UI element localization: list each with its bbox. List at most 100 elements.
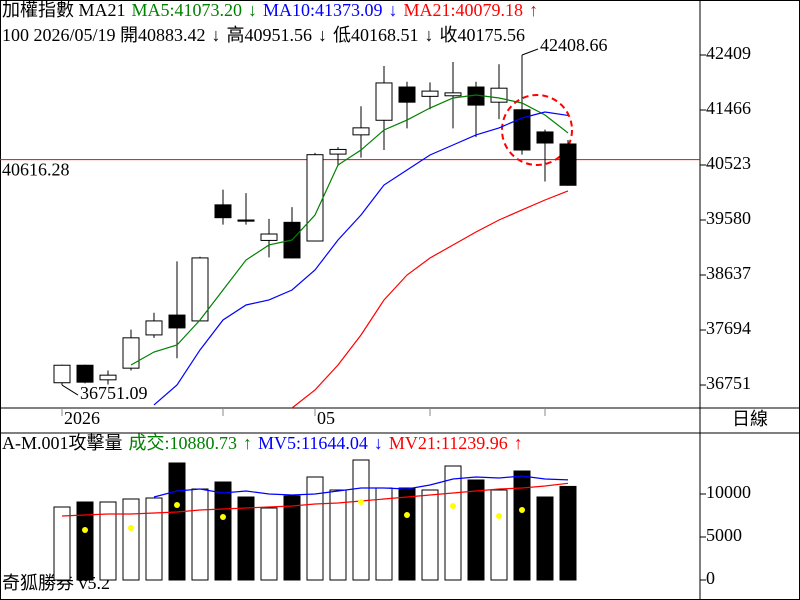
y-tick-label: 38637 — [706, 263, 751, 283]
candle-body — [421, 90, 439, 97]
header-item: ↓ — [212, 25, 221, 45]
volume-bar — [122, 498, 140, 581]
panel-label: 日線 — [732, 409, 768, 429]
candle-body — [490, 87, 508, 103]
volume-bar — [490, 489, 508, 581]
header-item: MA10:41373.09 — [263, 0, 383, 20]
volume-bar — [398, 487, 416, 581]
y-tick-label: 41466 — [706, 98, 751, 118]
x-tick-label: 2026 — [64, 408, 100, 428]
candle-body — [260, 233, 278, 241]
annotation: 42408.66 — [540, 35, 608, 55]
indicator-dot — [174, 501, 180, 508]
volume-bar — [444, 465, 462, 581]
header-item: MV21:11239.96 — [389, 433, 508, 453]
volume-bar — [559, 485, 577, 581]
y-tick-label: 37694 — [706, 318, 751, 338]
candle-body — [214, 204, 232, 219]
header-item: ↑ — [243, 433, 252, 453]
y-tick-label: 40523 — [706, 153, 751, 173]
header-item: ↓ — [425, 25, 434, 45]
header-item: ↓ — [318, 25, 327, 45]
volume-bar — [306, 476, 324, 581]
y-tick-label: 0 — [706, 568, 715, 588]
candle-body — [99, 374, 117, 381]
volume-bar — [145, 497, 163, 581]
ma-line — [153, 475, 569, 498]
header-item: ↓ — [248, 0, 257, 20]
header-item: ↓ — [389, 0, 398, 20]
highlight-circle — [501, 94, 573, 166]
indicator-dot — [220, 513, 226, 520]
volume-bar — [283, 495, 301, 581]
candle-body — [237, 219, 255, 222]
header: A-M.001攻擊量 成交:10880.73 ↑ MV5:11644.04 ↓ MV21:… — [2, 433, 523, 453]
volume-bar — [421, 489, 439, 581]
candle-body — [191, 257, 209, 322]
indicator-dot — [496, 512, 502, 519]
candle-body — [398, 86, 416, 103]
indicator-dot — [128, 524, 134, 531]
header-item: 高40951.56 — [227, 25, 313, 45]
ma-line — [130, 94, 569, 366]
volume-bar — [168, 462, 186, 581]
volume-bar — [513, 470, 531, 581]
volume-bar — [99, 501, 117, 581]
candle-body — [513, 109, 531, 151]
ma-line — [291, 190, 569, 409]
candle-body — [444, 92, 462, 97]
ma-line — [61, 482, 569, 517]
header-item: ↑ — [529, 0, 538, 20]
candle-body — [306, 154, 324, 242]
volume-bar — [352, 459, 370, 581]
indicator-dot — [404, 512, 410, 519]
header-item: MA21:40079.18 — [404, 0, 524, 20]
volume-bar — [191, 488, 209, 581]
indicator-dot — [358, 498, 364, 505]
header-item: 成交:10880.73 — [129, 433, 238, 453]
annotation: 36751.09 — [80, 383, 148, 403]
header-title: A-M.001攻擊量 — [2, 433, 123, 453]
volume-bar — [237, 496, 255, 581]
volume-bar — [467, 479, 485, 581]
annotation-leader — [521, 48, 539, 56]
ma-line — [153, 111, 569, 406]
y-tick-label: 5000 — [706, 525, 742, 545]
y-tick-label: 42409 — [706, 43, 751, 63]
volume-bar — [375, 487, 393, 581]
y-tick-label: 39580 — [706, 208, 751, 228]
volume-bar — [329, 489, 347, 581]
volume-bar — [76, 501, 94, 581]
annotation-leader — [61, 384, 79, 396]
candle-body — [352, 127, 370, 136]
header-item: MV5:11644.04 — [258, 433, 368, 453]
volume-bar — [214, 481, 232, 581]
candle-body — [375, 82, 393, 121]
volume-bar — [536, 496, 554, 581]
candle-body — [53, 364, 71, 384]
volume-bar — [260, 507, 278, 581]
volume-bar — [53, 506, 71, 581]
header-item: ↑ — [514, 433, 523, 453]
candle-body — [76, 364, 94, 383]
header-title: 加權指數 MA21 — [2, 0, 126, 20]
x-tick-label: 05 — [317, 408, 335, 428]
candle-body — [329, 148, 347, 155]
header-item: ↓ — [374, 433, 383, 453]
candle-body — [145, 320, 163, 336]
candle-body — [559, 143, 577, 186]
indicator-dot — [450, 502, 456, 509]
y-tick-label: 10000 — [706, 482, 751, 502]
header: 100 2026/05/19 開40883.42 ↓ 高40951.56 ↓ 低4016… — [2, 25, 525, 45]
header: 加權指數 MA21 MA5:41073.20 ↓ MA10:41373.09 ↓ MA21… — [2, 0, 538, 20]
reference-label: 40616.28 — [2, 160, 70, 180]
indicator-dot — [519, 506, 525, 513]
header-item: 100 2026/05/19 開40883.42 — [2, 25, 206, 45]
header-item: 低40168.51 — [333, 25, 419, 45]
header-item: MA5:41073.20 — [132, 0, 243, 20]
y-tick-label: 36751 — [706, 373, 751, 393]
candle-body — [122, 337, 140, 369]
indicator-dot — [82, 526, 88, 533]
